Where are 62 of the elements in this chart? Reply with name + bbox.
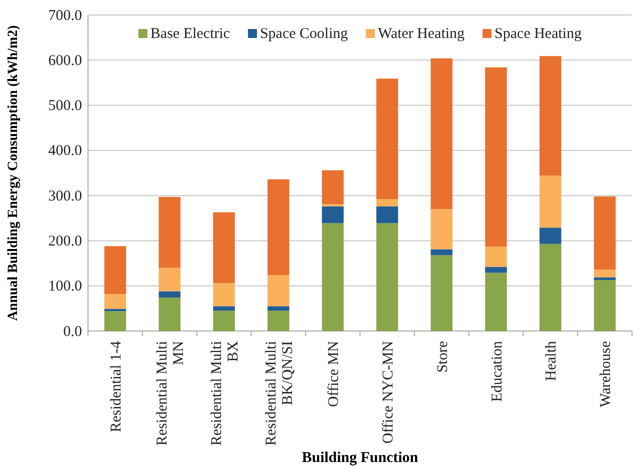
x-tick-label: Residential Multi BX <box>209 340 242 446</box>
bar <box>485 246 507 267</box>
bar <box>594 280 616 331</box>
x-tick-label: Office NYC-MN <box>380 340 396 444</box>
y-tick-label: 100.0 <box>48 278 82 295</box>
bar <box>268 275 290 306</box>
x-tick-label: Residential Multi BK/QN/SI <box>263 341 296 446</box>
bar <box>540 228 562 244</box>
y-tick-label: 200.0 <box>48 234 82 250</box>
x-tick-label: Health <box>544 340 560 381</box>
bar <box>430 209 452 250</box>
bar <box>268 310 290 331</box>
bar <box>268 179 290 276</box>
bar <box>376 199 398 206</box>
bar <box>594 277 616 280</box>
bar <box>104 294 126 309</box>
bar <box>158 268 180 292</box>
bar <box>158 291 180 298</box>
bar <box>158 298 180 331</box>
bar <box>104 311 126 331</box>
bar <box>376 223 398 331</box>
bar <box>594 196 616 270</box>
bar <box>104 246 126 294</box>
y-tick-label: 400.0 <box>48 143 82 160</box>
y-tick-label: 700.0 <box>48 8 82 24</box>
y-tick-label: 300.0 <box>48 188 82 204</box>
bar <box>213 310 235 331</box>
bar <box>540 176 562 228</box>
bar <box>485 67 507 247</box>
bar <box>376 78 398 200</box>
x-tick-label: Office MN <box>326 340 342 407</box>
bar <box>430 58 452 210</box>
x-tick-label: Residential Multi MN <box>154 340 188 446</box>
y-tick-label: 600.0 <box>48 52 82 69</box>
x-tick-label: Residential 1-4 <box>108 340 124 432</box>
x-tick-label: Warehouse <box>598 340 614 408</box>
bar <box>322 206 344 224</box>
x-tick-label: Store <box>434 340 451 373</box>
y-axis-title: Annual Building Energy Consumption (kWh/m2) <box>6 24 21 321</box>
bar <box>485 266 507 273</box>
bar <box>540 244 562 331</box>
bar <box>594 270 616 278</box>
legend-label: Space Cooling <box>260 26 348 42</box>
bar <box>376 206 398 224</box>
bar <box>268 306 290 311</box>
bar <box>322 223 344 331</box>
bar <box>322 170 344 204</box>
legend-label: Water Heating <box>378 26 466 42</box>
x-tick-label: Education <box>489 340 506 402</box>
legend-label: Base Electric <box>150 26 230 42</box>
bar <box>213 212 235 284</box>
bar <box>430 255 452 331</box>
y-tick-label: 0.0 <box>63 324 82 340</box>
legend-label: Space Heating <box>494 26 582 42</box>
y-tick-label: 500.0 <box>48 98 82 114</box>
bar <box>213 283 235 306</box>
bar <box>485 272 507 331</box>
bar <box>158 196 180 268</box>
bar <box>430 249 452 256</box>
bar <box>213 306 235 311</box>
x-axis-title: Building Function <box>302 450 419 466</box>
bar <box>540 56 562 176</box>
